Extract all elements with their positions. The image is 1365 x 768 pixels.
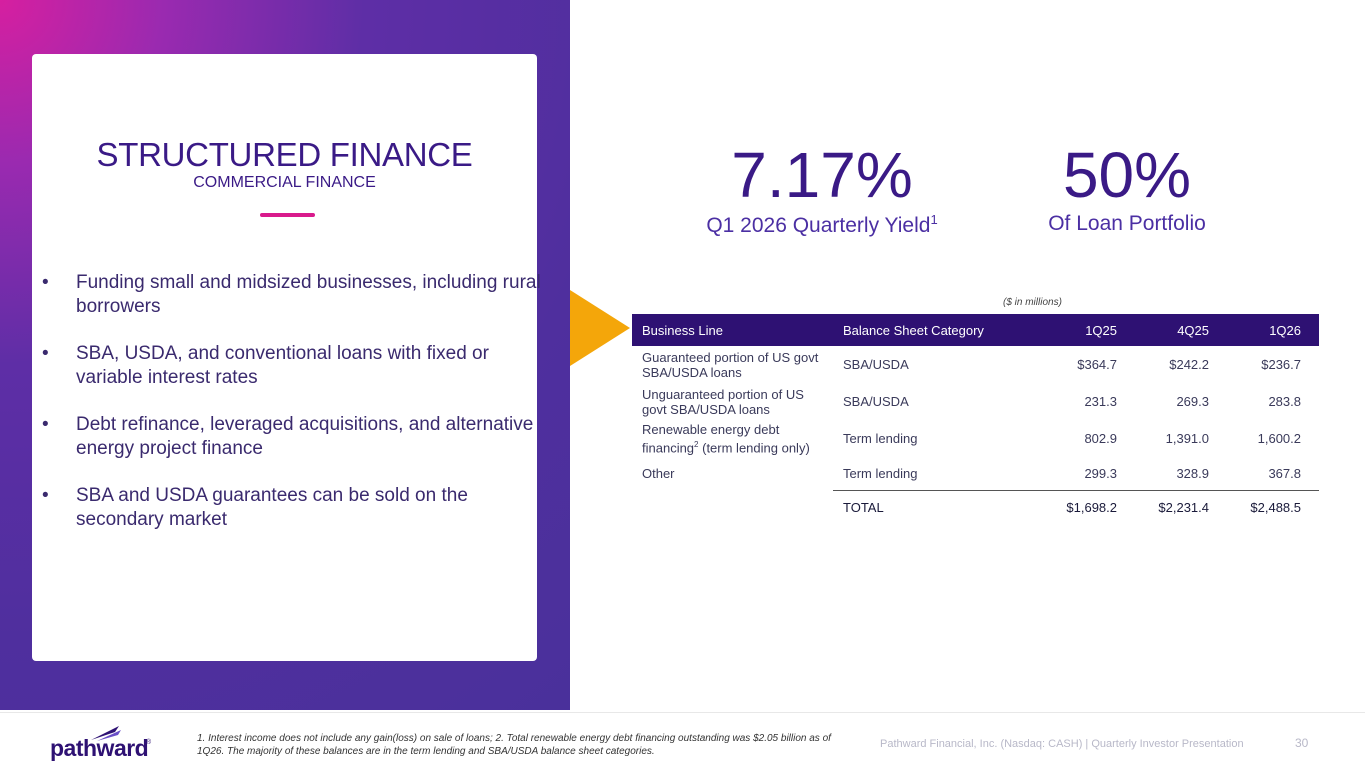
business-line-text: (term lending only) (698, 440, 810, 456)
yield-value: 7.17% (731, 139, 913, 211)
bullet-marker: • (42, 343, 49, 364)
table-row: Other Term lending 299.3 328.9 367.8 (632, 457, 1319, 491)
loan-balance-table: Business Line Balance Sheet Category 1Q2… (632, 314, 1319, 524)
table-row: Guaranteed portion of US govt SBA/USDA l… (632, 346, 1319, 383)
value-cell: 269.3 (1176, 394, 1209, 409)
total-row: TOTAL $1,698.2 $2,231.4 $2,488.5 (632, 490, 1319, 524)
bullet-marker: • (42, 272, 49, 293)
value-cell: 802.9 (1084, 431, 1117, 446)
value-cell: 299.3 (1043, 457, 1135, 491)
value-cell: 367.8 (1227, 457, 1319, 491)
table-units-note: ($ in millions) (1003, 297, 1062, 308)
header-1q26: 1Q26 (1227, 314, 1319, 346)
business-line-cell: Renewable energy debt financing2 (term l… (632, 420, 833, 457)
yield-label-text: Q1 2026 Quarterly Yield (706, 214, 931, 237)
category-cell: Term lending (843, 431, 918, 446)
business-line-text: Renewable energy debt financing (642, 421, 780, 456)
logo-registered-mark: ® (146, 739, 152, 746)
logo-mark-icon (91, 726, 121, 741)
arrow-pointer-icon (570, 290, 630, 366)
category-cell: SBA/USDA (843, 394, 909, 409)
value-cell: 1,391.0 (1165, 431, 1209, 446)
bullet-marker: • (42, 485, 49, 506)
total-value: $2,231.4 (1158, 499, 1209, 515)
category-cell: SBA/USDA (843, 357, 909, 372)
header-balance-sheet-category: Balance Sheet Category (833, 314, 1043, 346)
header-4q25: 4Q25 (1135, 314, 1227, 346)
table-row: Renewable energy debt financing2 (term l… (632, 420, 1319, 457)
bullet-item: • Debt refinance, leveraged acquisitions,… (42, 413, 542, 461)
card-subtitle: COMMERCIAL FINANCE (193, 174, 376, 191)
value-cell: 328.9 (1135, 457, 1227, 491)
presentation-info: Pathward Financial, Inc. (Nasdaq: CASH) … (880, 738, 1244, 750)
portfolio-share-value: 50% (1062, 139, 1192, 211)
table-header-row: Business Line Balance Sheet Category 1Q2… (632, 314, 1319, 346)
bullet-text: Funding small and midsized businesses, i… (76, 272, 541, 317)
footnote-ref: 1 (930, 212, 938, 227)
bullet-text: SBA, USDA, and conventional loans with f… (76, 343, 489, 388)
footer-divider (0, 712, 1365, 713)
bullet-marker: • (42, 414, 49, 435)
category-cell: Term lending (833, 457, 1043, 491)
yield-stat: 7.17% Q1 2026 Quarterly Yield1 (672, 140, 972, 238)
business-line-cell: Unguaranteed portion of US govt SBA/USDA… (642, 386, 804, 417)
bullet-item: • SBA, USDA, and conventional loans with … (42, 342, 542, 390)
business-line-cell: Guaranteed portion of US govt SBA/USDA l… (642, 349, 819, 380)
header-business-line: Business Line (632, 314, 833, 346)
bullet-text: SBA and USDA guarantees can be sold on t… (76, 485, 468, 530)
empty-cell (632, 490, 833, 524)
bullet-item: • SBA and USDA guarantees can be sold on … (42, 484, 542, 532)
yield-label: Q1 2026 Quarterly Yield1 (672, 212, 972, 238)
page-number: 30 (1295, 736, 1309, 750)
portfolio-share-label: Of Loan Portfolio (1048, 212, 1206, 235)
logo-wordmark: pathward (50, 735, 149, 761)
card-title: STRUCTURED FINANCE (96, 136, 473, 173)
value-cell: $364.7 (1077, 357, 1117, 372)
value-cell: $242.2 (1169, 357, 1209, 372)
portfolio-share-stat: 50% Of Loan Portfolio (1012, 140, 1242, 236)
bullet-text: Debt refinance, leveraged acquisitions, … (76, 414, 534, 459)
value-cell: 1,600.2 (1257, 431, 1301, 446)
total-value: $2,488.5 (1250, 499, 1301, 515)
header-1q25: 1Q25 (1043, 314, 1135, 346)
title-accent-bar (260, 213, 315, 217)
pathward-logo: pathward ® (50, 724, 160, 761)
value-cell: 283.8 (1268, 394, 1301, 409)
value-cell: 231.3 (1084, 394, 1117, 409)
total-label: TOTAL (843, 499, 884, 515)
bullet-list: • Funding small and midsized businesses, … (42, 271, 542, 555)
total-value: $1,698.2 (1066, 499, 1117, 515)
footnote-ref: 2 (694, 439, 699, 449)
footnotes: 1. Interest income does not include any … (197, 733, 831, 757)
bullet-item: • Funding small and midsized businesses, … (42, 271, 542, 319)
table-row: Unguaranteed portion of US govt SBA/USDA… (632, 383, 1319, 420)
business-line-card: STRUCTURED FINANCE COMMERCIAL FINANCE • F… (32, 54, 541, 661)
value-cell: $236.7 (1261, 357, 1301, 372)
business-line-cell: Other (642, 466, 675, 481)
